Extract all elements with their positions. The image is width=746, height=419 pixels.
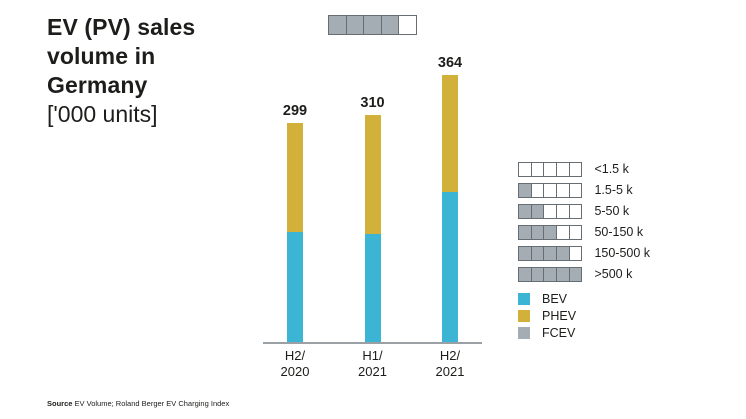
bev-color-swatch bbox=[518, 293, 530, 305]
scale-legend: <1.5 k 1.5-5 k 5-50 k 50-150 k 150-500 k >500… bbox=[518, 162, 650, 288]
scale-square bbox=[543, 162, 558, 177]
scale-square bbox=[530, 183, 545, 198]
rating-indicator bbox=[328, 15, 417, 35]
scale-square bbox=[568, 162, 583, 177]
scale-square bbox=[568, 246, 583, 261]
phev-color-swatch bbox=[518, 310, 530, 322]
scale-square bbox=[556, 225, 570, 240]
bar-value-label: 310 bbox=[360, 95, 385, 111]
x-tick-label: H2/2021 bbox=[415, 348, 485, 380]
x-tick-line2: 2021 bbox=[358, 364, 387, 379]
scale-range-label: 5-50 k bbox=[594, 204, 630, 219]
scale-square bbox=[543, 183, 558, 198]
scale-legend-row: 5-50 k bbox=[518, 204, 650, 219]
bar-segment-phev bbox=[287, 123, 303, 232]
legend-row-phev: PHEV bbox=[518, 309, 577, 323]
scale-legend-row: 150-500 k bbox=[518, 246, 650, 261]
bar-segment-bev bbox=[287, 232, 303, 342]
scale-square bbox=[518, 246, 532, 261]
scale-square bbox=[568, 204, 583, 219]
x-tick-label: H2/2020 bbox=[260, 348, 330, 380]
bar-H2/2020 bbox=[287, 123, 303, 342]
source-line: Source EV Volume; Roland Berger EV Charg… bbox=[47, 399, 229, 408]
rating-square bbox=[345, 15, 364, 35]
scale-legend-row: 50-150 k bbox=[518, 225, 650, 240]
scale-range-label: 150-500 k bbox=[594, 246, 651, 261]
scale-square bbox=[543, 246, 558, 261]
scale-range-label: <1.5 k bbox=[594, 162, 629, 177]
rating-square bbox=[328, 15, 347, 35]
x-tick-line1: H1/ bbox=[362, 348, 383, 363]
scale-square bbox=[556, 267, 570, 282]
title-block: EV (PV) sales volume in Germany ['000 un… bbox=[47, 13, 225, 129]
scale-square bbox=[530, 162, 545, 177]
page-title: EV (PV) sales volume in Germany bbox=[47, 14, 196, 98]
legend-label: BEV bbox=[542, 292, 568, 306]
x-axis-line bbox=[263, 342, 482, 344]
scale-legend-row: 1.5-5 k bbox=[518, 183, 650, 198]
x-tick-line2: 2021 bbox=[435, 364, 465, 379]
x-tick-line1: H2/ bbox=[284, 348, 306, 363]
source-label: Source bbox=[47, 399, 73, 408]
rating-square bbox=[398, 15, 417, 35]
scale-range-label: >500 k bbox=[594, 267, 633, 282]
bar-value-label: 299 bbox=[282, 103, 308, 119]
scale-square bbox=[543, 204, 558, 219]
legend-label: FCEV bbox=[542, 326, 576, 340]
scale-square bbox=[518, 162, 532, 177]
bar-segment-phev bbox=[442, 75, 458, 192]
scale-legend-row: >500 k bbox=[518, 267, 650, 282]
scale-square bbox=[530, 225, 545, 240]
scale-square bbox=[556, 162, 570, 177]
scale-square bbox=[568, 183, 583, 198]
legend-row-fcev: FCEV bbox=[518, 326, 576, 340]
scale-square bbox=[556, 246, 570, 261]
scale-square bbox=[518, 225, 532, 240]
scale-square bbox=[568, 225, 583, 240]
bar-H1/2021 bbox=[364, 115, 381, 342]
scale-range-label: 50-150 k bbox=[594, 225, 644, 240]
page-subtitle: ['000 units] bbox=[47, 101, 158, 127]
scale-square bbox=[543, 267, 558, 282]
legend-label: PHEV bbox=[542, 309, 577, 323]
scale-square bbox=[543, 225, 558, 240]
legend-row-bev: BEV bbox=[518, 292, 576, 306]
scale-square bbox=[518, 204, 532, 219]
bar-segment-bev bbox=[364, 234, 381, 342]
series-color-legend: BEV PHEV FCEV bbox=[518, 292, 577, 344]
rating-square bbox=[363, 15, 382, 35]
scale-square bbox=[556, 204, 570, 219]
scale-square bbox=[530, 246, 545, 261]
bar-chart-plot: 299 310 364 bbox=[263, 55, 483, 342]
scale-square bbox=[568, 267, 583, 282]
rating-square bbox=[380, 15, 399, 35]
bar-H2/2021 bbox=[442, 75, 458, 342]
scale-legend-row: <1.5 k bbox=[518, 162, 650, 177]
scale-range-label: 1.5-5 k bbox=[594, 183, 633, 198]
scale-square bbox=[518, 267, 532, 282]
source-text: EV Volume; Roland Berger EV Charging Ind… bbox=[74, 399, 230, 408]
x-tick-line2: 2020 bbox=[280, 364, 310, 379]
scale-square bbox=[518, 183, 532, 198]
x-tick-line1: H2/ bbox=[439, 348, 461, 363]
scale-square bbox=[530, 267, 545, 282]
x-tick-label: H1/2021 bbox=[338, 348, 408, 380]
scale-square bbox=[530, 204, 545, 219]
fcev-color-swatch bbox=[518, 327, 530, 339]
bar-segment-bev bbox=[442, 192, 458, 342]
bar-segment-phev bbox=[364, 115, 381, 234]
scale-square bbox=[556, 183, 570, 198]
bar-value-label: 364 bbox=[437, 55, 463, 71]
